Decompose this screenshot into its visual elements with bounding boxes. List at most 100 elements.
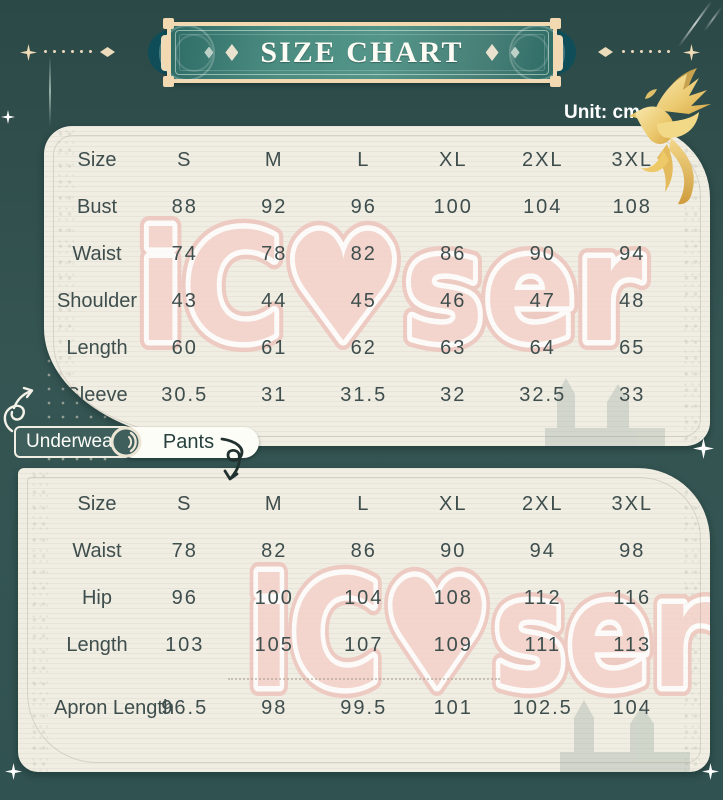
- table-header-row: Size S M L XL 2XL 3XL: [18, 481, 710, 528]
- table-cell: 94: [529, 540, 556, 562]
- banner-corner-ornament: [163, 76, 174, 87]
- diamond-icon: [225, 44, 239, 61]
- column-header: Size: [77, 493, 117, 515]
- table-cell: 33: [619, 384, 646, 406]
- table-cell: 31: [261, 384, 288, 406]
- table-cell: 96.5: [161, 697, 209, 719]
- row-label: Length: [66, 337, 128, 359]
- table-row: Waist 78 82 86 90 94 98: [18, 528, 710, 575]
- page-title: SIZE CHART: [260, 35, 464, 69]
- table-cell: 92: [261, 196, 288, 218]
- leaf-icon: [645, 89, 657, 99]
- column-header: M: [264, 493, 284, 515]
- column-header: Size: [77, 149, 117, 171]
- table-cell: 86: [440, 243, 467, 265]
- underwear-size-table-panel: iC♥ser iC♥ser iC♥ser Size S M L XL 2XL 3…: [44, 126, 710, 446]
- title-banner: SIZE CHART: [159, 18, 565, 87]
- sparkle-icon: [20, 44, 37, 61]
- column-header: XL: [439, 149, 468, 171]
- table-cell: 100: [254, 587, 294, 609]
- table-cell: 61: [261, 337, 288, 359]
- table-cell: 90: [529, 243, 556, 265]
- table-row: Length 60 61 62 63 64 65: [44, 325, 710, 372]
- row-label: Bust: [76, 196, 118, 218]
- dotted-line-ornament: [44, 50, 92, 53]
- table-cell: 116: [613, 587, 652, 609]
- sparkle-icon: [1, 110, 15, 124]
- table-cell: 82: [350, 243, 377, 265]
- table-cell: 88: [171, 196, 198, 218]
- table-cell: 100: [433, 196, 473, 218]
- phoenix-bird-icon: [629, 68, 711, 205]
- table-cell: 107: [344, 634, 384, 656]
- tab-toggle-icon[interactable]: [109, 425, 143, 459]
- column-header: XL: [439, 493, 468, 515]
- table-cell: 63: [440, 337, 467, 359]
- column-header: M: [264, 149, 284, 171]
- row-label: Apron Length: [54, 697, 175, 719]
- table-cell: 31.5: [340, 384, 388, 406]
- row-label: Shoulder: [56, 290, 138, 312]
- pants-size-table-panel: iC♥ser iC♥ser iC♥ser Size S M L XL 2XL 3…: [18, 468, 710, 772]
- table-cell: 43: [171, 290, 198, 312]
- table-cell: 98: [261, 697, 288, 719]
- table-cell: 65: [619, 337, 646, 359]
- column-header: L: [357, 493, 371, 515]
- tab-underwear[interactable]: Underwear: [14, 426, 131, 458]
- table-cell: 78: [261, 243, 288, 265]
- column-header: S: [177, 149, 193, 171]
- table-cell: 98: [619, 540, 646, 562]
- banner-end-ring: [159, 24, 215, 81]
- row-label: Sleeve: [66, 384, 128, 406]
- table-row: Sleeve 30.5 31 31.5 32 32.5 33: [44, 372, 710, 419]
- table-cell: 111: [524, 634, 561, 656]
- table-cell: 45: [350, 290, 377, 312]
- banner-corner-ornament: [163, 18, 174, 29]
- sparkle-icon: [5, 763, 22, 780]
- table-cell: 60: [171, 337, 198, 359]
- table-row: Length 103 105 107 109 111 113: [18, 622, 710, 669]
- diamond-icon: [598, 47, 613, 57]
- column-header: 2XL: [521, 493, 564, 515]
- table-cell: 82: [261, 540, 288, 562]
- diamond-icon: [204, 46, 214, 59]
- table-cell: 48: [619, 290, 646, 312]
- table-cell: 94: [619, 243, 646, 265]
- table-cell: 96: [171, 587, 198, 609]
- table-cell: 112: [523, 587, 562, 609]
- table-cell: 105: [254, 634, 294, 656]
- table-cell: 74: [171, 243, 198, 265]
- table-cell: 104: [344, 587, 384, 609]
- column-header: 3XL: [611, 493, 654, 515]
- table-cell: 108: [433, 587, 473, 609]
- row-spacer: [18, 669, 710, 685]
- table-cell: 62: [350, 337, 377, 359]
- table-cell: 44: [261, 290, 288, 312]
- table-cell: 102.5: [512, 697, 573, 719]
- pants-size-table: Size S M L XL 2XL 3XL Waist 78 82 86 90 …: [18, 481, 710, 732]
- underwear-size-table: Size S M L XL 2XL 3XL Bust 88 92 96 100 …: [44, 137, 710, 419]
- table-cell: 113: [613, 634, 652, 656]
- table-cell: 101: [433, 697, 473, 719]
- table-cell: 99.5: [340, 697, 388, 719]
- row-label: Length: [66, 634, 128, 656]
- table-row: Apron Length 96.5 98 99.5 101 102.5 104: [18, 685, 710, 732]
- column-header: S: [177, 493, 193, 515]
- diamond-icon: [100, 47, 115, 57]
- diamond-icon: [485, 44, 499, 61]
- table-cell: 96: [350, 196, 377, 218]
- row-label: Waist: [72, 243, 122, 265]
- table-cell: 32.5: [519, 384, 567, 406]
- diamond-icon: [510, 46, 520, 59]
- table-row: Shoulder 43 44 45 46 47 48: [44, 278, 710, 325]
- sparkle-icon: [683, 44, 700, 61]
- banner-end-ring: [509, 24, 565, 81]
- table-header-row: Size S M L XL 2XL 3XL: [44, 137, 710, 184]
- table-cell: 90: [440, 540, 467, 562]
- column-header: 2XL: [521, 149, 564, 171]
- table-row: Bust 88 92 96 100 104 108: [44, 184, 710, 231]
- tab-underwear-label: Underwear: [26, 431, 119, 452]
- column-header: 3XL: [611, 149, 654, 171]
- column-header: L: [357, 149, 371, 171]
